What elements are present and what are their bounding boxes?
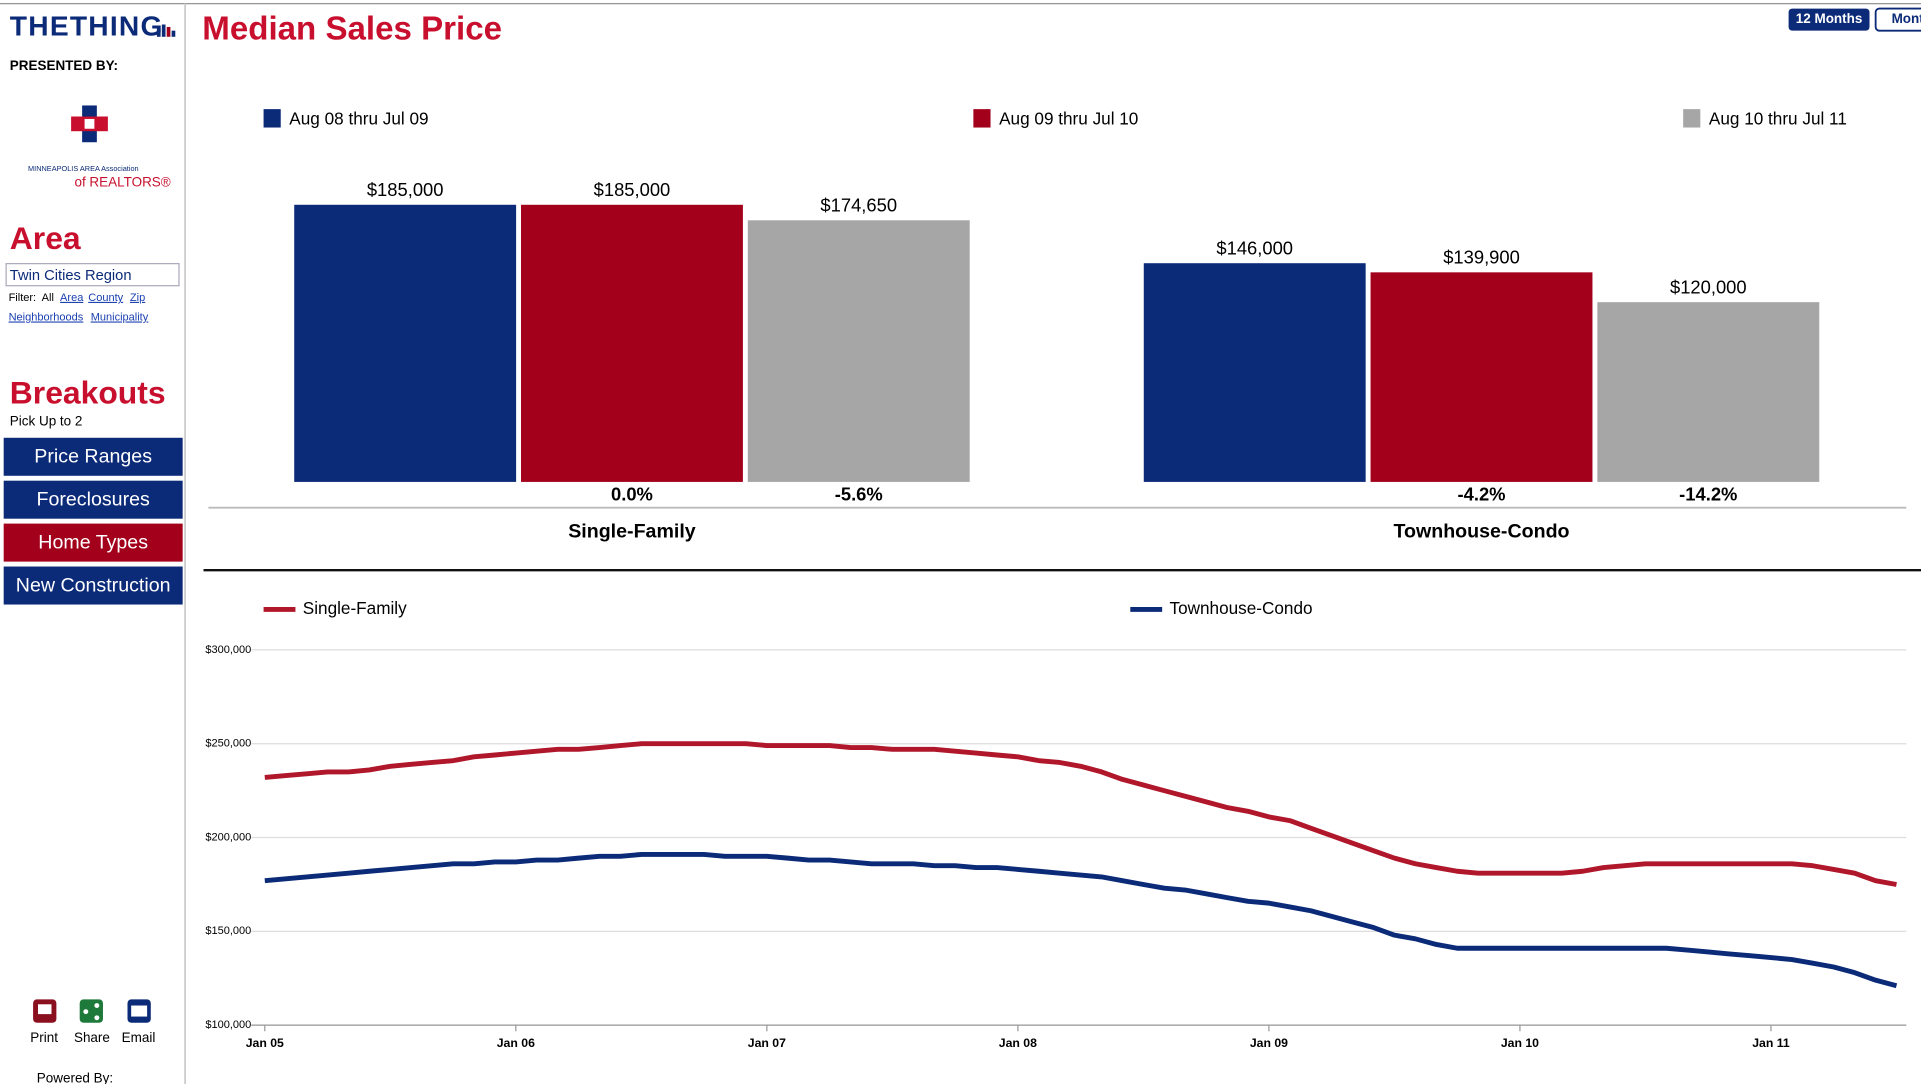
breakout-button-label[interactable]: Price Ranges [34, 446, 152, 468]
filter[interactable]: County [88, 292, 123, 304]
filter[interactable]: All [42, 292, 54, 304]
action[interactable]: Print [30, 1030, 58, 1045]
breakouts-hint: Pick Up to 2 [10, 413, 83, 428]
legend-label: Townhouse-Condo [1170, 598, 1313, 618]
x-tick-label: Jan 10 [1501, 1036, 1539, 1050]
x-tick-label: Jan 08 [999, 1036, 1037, 1050]
breakout-button-label[interactable]: Foreclosures [37, 488, 151, 510]
x-tick-label: Jan 09 [1250, 1036, 1288, 1050]
breakout-button[interactable] [3, 566, 183, 605]
change-label: -14.2% [1679, 483, 1737, 504]
value-label: $120,000 [1670, 277, 1747, 298]
y-tick-label: $100,000 [205, 1019, 251, 1031]
category-label: Townhouse-Condo [1393, 520, 1569, 542]
value-label: $146,000 [1216, 238, 1293, 259]
legend-swatch [973, 109, 991, 128]
filter[interactable]: Area [60, 292, 84, 304]
logo-bars [156, 24, 176, 37]
breakout-button-label[interactable]: New Construction [16, 574, 171, 596]
filter[interactable]: Neighborhoods [9, 312, 84, 324]
x-tick-label: Jan 07 [748, 1036, 786, 1050]
area-heading: Area [10, 220, 81, 256]
area-value: Twin Cities Region [10, 268, 132, 284]
value-label: $185,000 [367, 179, 444, 200]
action[interactable]: Email [122, 1030, 156, 1045]
org-name: of REALTORS® [74, 174, 170, 189]
org-icon [71, 105, 108, 143]
legend-label: Aug 09 thru Jul 10 [999, 109, 1138, 129]
legend-label: Aug 08 thru Jul 09 [289, 109, 428, 129]
x-tick-label: Jan 06 [497, 1036, 535, 1050]
action[interactable]: Share [74, 1030, 110, 1045]
legend-label: Single-Family [303, 598, 407, 618]
breakout-buttons: Price Ranges Foreclosures Home Types New Co… [3, 437, 183, 605]
filter[interactable]: Zip [130, 292, 145, 304]
y-tick-label: $250,000 [205, 738, 251, 750]
legend-swatch [1683, 109, 1701, 128]
change-label: -5.6% [835, 483, 883, 504]
series-line [264, 851, 1898, 989]
value-label: $174,650 [820, 195, 897, 216]
legend-label: Aug 10 thru Jul 11 [1709, 109, 1847, 129]
powered-by: Powered By: [37, 1071, 113, 1084]
area-input[interactable] [5, 263, 180, 287]
breakout-button-label[interactable]: Home Types [38, 531, 148, 553]
bar [1143, 263, 1366, 482]
page-title: Median Sales Price [202, 10, 502, 47]
breakout-button[interactable] [3, 480, 183, 519]
filter-label: Filter: [9, 292, 37, 304]
bar [747, 220, 970, 482]
value-label: $139,900 [1443, 247, 1520, 268]
y-tick-label: $150,000 [205, 925, 251, 937]
bar [1597, 302, 1820, 482]
org-name: MINNEAPOLIS AREA Association [28, 164, 139, 173]
category-label: Single-Family [568, 520, 696, 542]
change-label: -4.2% [1458, 483, 1506, 504]
breakout-button[interactable] [3, 437, 183, 476]
series-line [264, 741, 1897, 887]
legend-swatch [263, 109, 281, 128]
x-tick-label: Jan 05 [246, 1036, 284, 1050]
breakouts-heading: Breakouts [10, 374, 166, 410]
presented-by: PRESENTED BY: [10, 58, 118, 73]
change-label: 0.0% [611, 483, 653, 504]
action-icons [33, 999, 151, 1023]
filter[interactable]: Municipality [91, 312, 149, 324]
period-button-label[interactable]: 12 Months [1796, 11, 1863, 26]
period-button[interactable] [1788, 8, 1870, 31]
x-tick-label: Jan 11 [1752, 1036, 1790, 1050]
logo: THETHING [10, 10, 164, 42]
bar [1370, 272, 1593, 482]
period-button-label[interactable]: Mont [1892, 11, 1921, 26]
y-tick-label: $200,000 [205, 831, 251, 843]
period-button[interactable] [1874, 7, 1921, 32]
bar [521, 204, 743, 482]
y-tick-label: $300,000 [205, 644, 251, 656]
breakout-button[interactable] [3, 523, 183, 562]
value-label: $185,000 [594, 179, 671, 200]
bar [294, 204, 517, 482]
